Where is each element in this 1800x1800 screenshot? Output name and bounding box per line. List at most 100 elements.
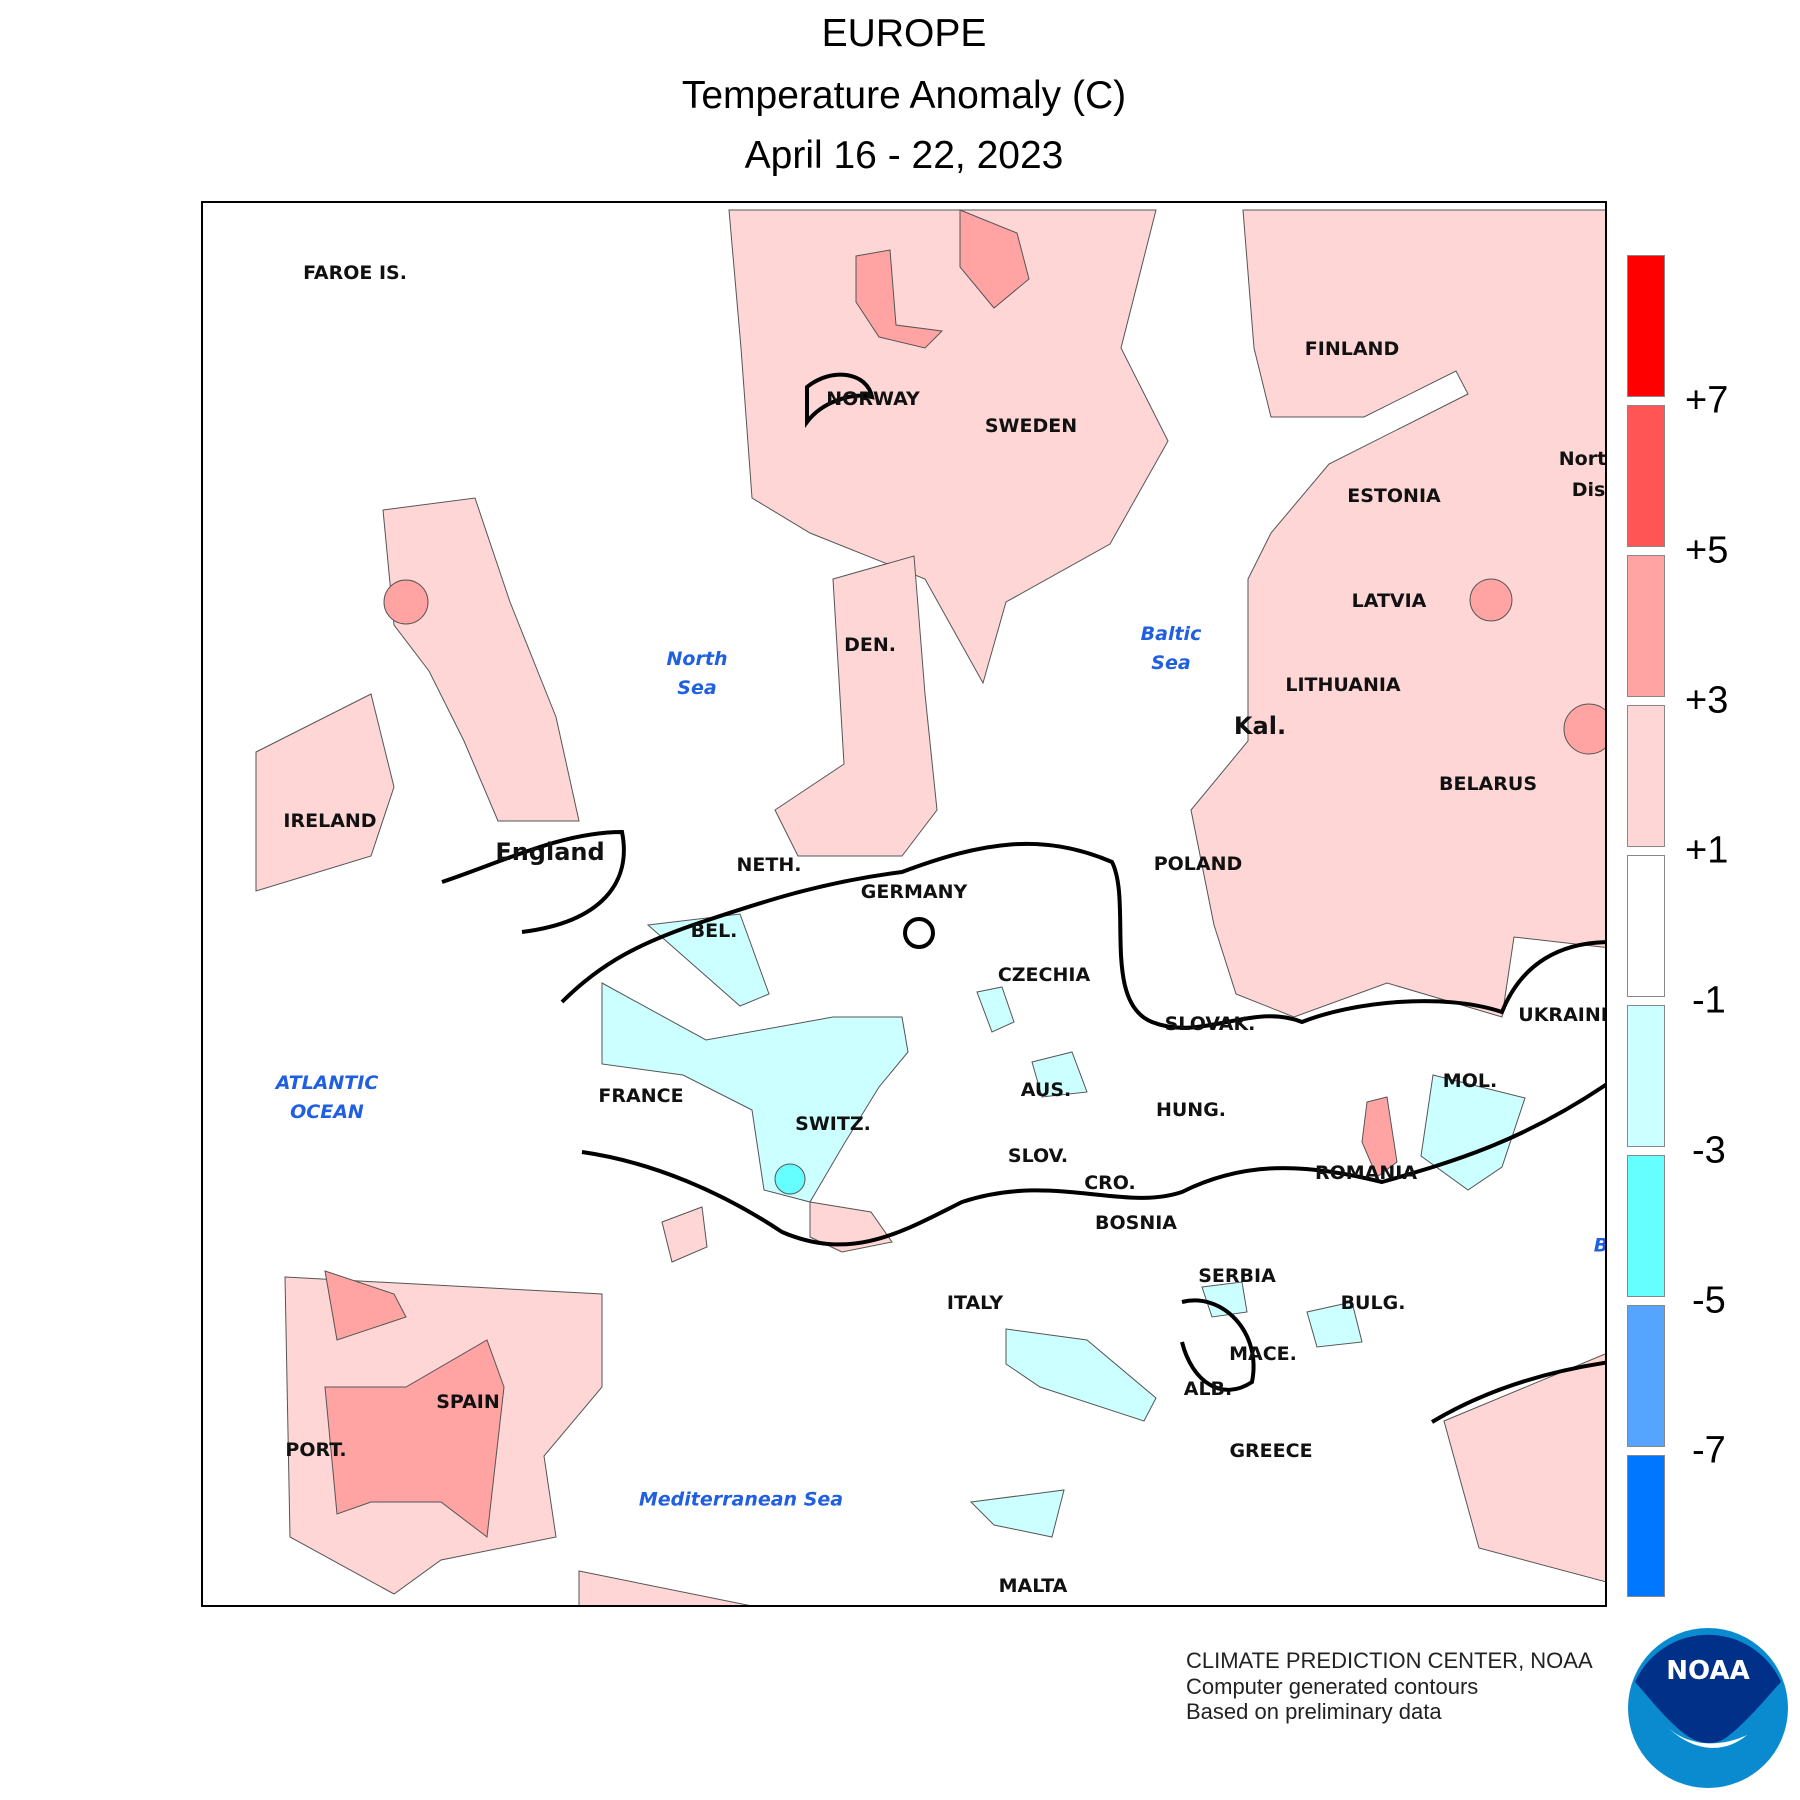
- finland-baltic-belarus-region: [1190, 209, 1605, 1018]
- label-england: England: [495, 838, 605, 866]
- label-faroe: FAROE IS.: [303, 262, 407, 284]
- label-sweden: SWEDEN: [984, 415, 1078, 437]
- map-title-period: April 16 - 22, 2023: [744, 134, 1064, 177]
- label-netherlands: NETH.: [736, 854, 802, 876]
- label-spain: SPAIN: [436, 1391, 500, 1413]
- label-bulgaria: BULG.: [1340, 1292, 1406, 1314]
- legend-label: -1: [1692, 979, 1726, 1022]
- sicily-cool-region: [969, 1489, 1065, 1538]
- legend-swatch: [1627, 1005, 1665, 1147]
- label-hungary: HUNG.: [1155, 1099, 1227, 1121]
- balkan-cool-region: [1201, 1281, 1248, 1318]
- map-frame: FAROE IS. NORWAY SWEDEN FINLAND ESTONIA …: [201, 201, 1607, 1607]
- bulgaria-cool-region: [1306, 1301, 1363, 1348]
- moldova-cool-region: [1420, 1074, 1526, 1191]
- scotland-blob: [383, 579, 429, 625]
- zero-contours: [441, 372, 1605, 1424]
- label-czechia: CZECHIA: [997, 964, 1091, 986]
- sea-label-baltic-sea: Baltic Sea: [1140, 623, 1202, 674]
- label-moldova: MOL.: [1442, 1070, 1498, 1092]
- anomaly-fill-plus3-5: [324, 209, 1605, 1538]
- label-slovenia: SLOV.: [1007, 1145, 1069, 1167]
- sea-label-atlantic-ocean: ATLANTIC OCEAN: [275, 1072, 379, 1123]
- label-ukraine: UKRAINE: [1518, 1004, 1607, 1026]
- label-croatia: CRO.: [1084, 1172, 1136, 1194]
- label-belarus: BELARUS: [1438, 773, 1538, 795]
- label-district: Distri: [1571, 479, 1606, 501]
- legend-swatch: [1627, 405, 1665, 547]
- footer-data-note: Based on preliminary data: [1186, 1699, 1442, 1724]
- anomaly-fill-minus3-5: [774, 1163, 806, 1195]
- legend-swatch: [1627, 555, 1665, 697]
- sea-label-mediterranean: Mediterranean Sea: [638, 1488, 844, 1511]
- ireland-region: [255, 693, 395, 892]
- label-lithuania: LITHUANIA: [1285, 674, 1401, 696]
- label-switzerland: SWITZ.: [795, 1113, 871, 1135]
- denmark-germany-region: [774, 555, 938, 857]
- england-contour: [441, 829, 626, 934]
- anomaly-fill-minus1-3: [601, 913, 1526, 1538]
- alps-cold-blob: [774, 1163, 806, 1195]
- france-cool-region: [601, 982, 909, 1203]
- label-kaliningrad: Kal.: [1233, 712, 1287, 740]
- russia-blob: [1563, 703, 1605, 755]
- belarus-blob: [1469, 578, 1513, 622]
- norway-blob: [855, 249, 944, 349]
- sea-label-north-sea: North Sea: [666, 648, 728, 699]
- label-malta: MALTA: [998, 1575, 1068, 1597]
- label-latvia: LATVIA: [1351, 590, 1427, 612]
- germany-contour-ring: [903, 917, 935, 949]
- czechia-cool-blob: [976, 986, 1015, 1033]
- label-belgium: BEL.: [690, 920, 738, 942]
- central-europe-contour: [560, 841, 1605, 1030]
- legend-label: +1: [1685, 829, 1729, 872]
- label-italy: ITALY: [946, 1292, 1004, 1314]
- noaa-logo: NOAA: [1628, 1628, 1788, 1788]
- legend-swatch: [1627, 1155, 1665, 1297]
- legend-swatch: [1627, 1455, 1665, 1597]
- north-africa-region: [578, 1570, 750, 1605]
- label-germany: GERMANY: [860, 881, 968, 903]
- label-finland: FINLAND: [1304, 338, 1400, 360]
- legend-label: +3: [1685, 679, 1729, 722]
- romania-warm-blob: [1361, 1096, 1398, 1178]
- label-ireland: IRELAND: [283, 810, 377, 832]
- label-france: FRANCE: [598, 1085, 684, 1107]
- turkey-contour: [1430, 1360, 1605, 1424]
- south-europe-contour: [581, 1082, 1605, 1247]
- norway-contour: [805, 372, 875, 428]
- anomaly-map: [255, 209, 1605, 1605]
- label-bosnia: BOSNIA: [1095, 1212, 1177, 1234]
- label-portugal: PORT.: [285, 1439, 347, 1461]
- legend-label: +5: [1685, 529, 1729, 572]
- label-estonia: ESTONIA: [1347, 485, 1441, 507]
- legend-swatch: [1627, 855, 1665, 997]
- austria-cool-blob: [1031, 1051, 1088, 1098]
- legend-swatch: [1627, 1305, 1665, 1447]
- map-title-variable: Temperature Anomaly (C): [681, 74, 1127, 117]
- label-serbia: SERBIA: [1198, 1265, 1276, 1287]
- balkan-contour: [1180, 1298, 1256, 1392]
- anomaly-fill-plus1-3: [255, 209, 1605, 1605]
- label-macedonia: MACE.: [1229, 1343, 1297, 1365]
- label-denmark: DEN.: [844, 634, 896, 656]
- legend-label: -7: [1692, 1429, 1726, 1472]
- france-south-region: [661, 1206, 708, 1263]
- svg-text:NOAA: NOAA: [1666, 1656, 1749, 1686]
- label-albania: ALB.: [1183, 1378, 1233, 1400]
- legend-label: +7: [1685, 379, 1729, 422]
- legend-swatch: [1627, 255, 1665, 397]
- sweden-north-blob: [959, 209, 1030, 309]
- map-title-region: EUROPE: [821, 12, 987, 55]
- label-greece: GREECE: [1229, 1440, 1313, 1462]
- label-romania: ROMANIA: [1314, 1162, 1418, 1184]
- legend-label: -5: [1692, 1279, 1726, 1322]
- sea-label-black-sea: B: [1593, 1234, 1607, 1257]
- legend-swatch: [1627, 705, 1665, 847]
- footer-contours-note: Computer generated contours: [1186, 1674, 1479, 1699]
- footer-credit: CLIMATE PREDICTION CENTER, NOAA: [1186, 1648, 1593, 1673]
- label-austria: AUS.: [1020, 1079, 1072, 1101]
- scandinavia-region: [728, 209, 1169, 685]
- label-slovakia: SLOVAK.: [1164, 1013, 1256, 1035]
- great-britain-region: [382, 497, 580, 822]
